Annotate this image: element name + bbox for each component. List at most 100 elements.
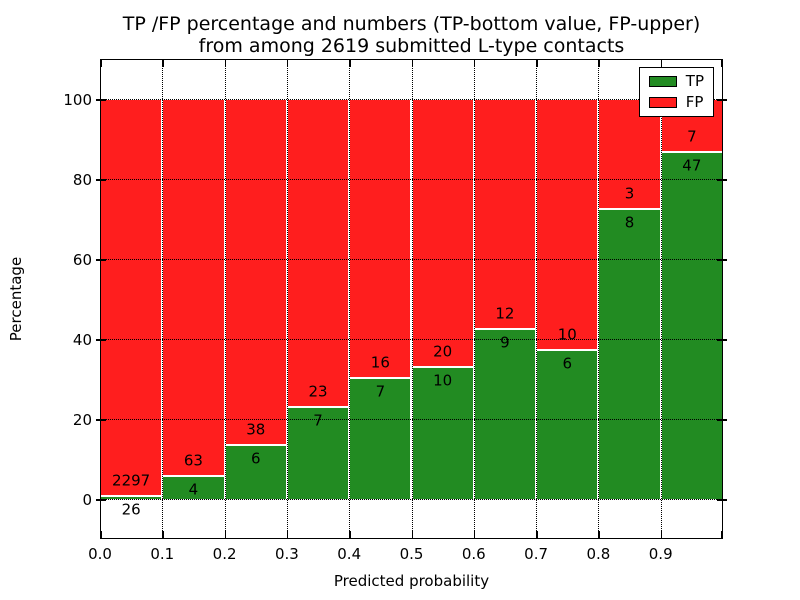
x-tick-mark <box>598 59 600 67</box>
x-axis-label: Predicted probability <box>333 572 490 590</box>
y-tick-mark <box>717 419 727 421</box>
fp-bar-segment <box>536 99 599 349</box>
x-tick-label: 0.1 <box>150 545 175 563</box>
chart-title: TP /FP percentage and numbers (TP-bottom… <box>100 13 723 57</box>
vertical-gridline <box>286 59 288 539</box>
x-tick-mark <box>286 531 289 539</box>
y-tick-mark <box>96 179 106 181</box>
x-tick-mark <box>162 59 164 67</box>
x-tick-mark <box>411 531 413 539</box>
y-tick-mark <box>717 499 727 501</box>
vertical-gridline <box>349 59 351 539</box>
y-tick-mark <box>96 259 106 261</box>
y-tick-label: 0 <box>82 491 92 509</box>
tp-bar-segment <box>660 150 723 499</box>
fp-count-label: 3 <box>624 184 635 203</box>
x-tick-mark <box>100 531 102 539</box>
fp-count-label: 63 <box>183 451 203 470</box>
x-tick-label: 0.8 <box>586 545 611 563</box>
vertical-gridline <box>598 59 600 539</box>
fp-count-label: 16 <box>370 353 390 372</box>
vertical-gridline <box>660 59 662 539</box>
x-tick-label: 0.2 <box>212 545 237 563</box>
x-tick-mark <box>100 59 102 67</box>
fp-count-label: 12 <box>495 304 515 323</box>
legend: TP FP <box>638 67 714 117</box>
tp-bar-segment <box>473 327 537 499</box>
vertical-gridline <box>473 59 475 539</box>
y-tick-label: 60 <box>72 251 92 269</box>
x-tick-mark <box>536 59 538 67</box>
y-tick-label: 40 <box>72 331 92 349</box>
x-tick-mark <box>473 531 476 539</box>
tp-bar-segment <box>536 349 599 499</box>
x-tick-mark <box>660 531 663 539</box>
x-tick-mark <box>721 531 723 539</box>
fp-bar-segment <box>349 99 412 378</box>
y-tick-label: 100 <box>63 91 92 109</box>
horizontal-gridline <box>100 179 723 180</box>
x-tick-mark <box>660 59 663 67</box>
fp-bar-segment <box>473 99 537 328</box>
legend-label-fp: FP <box>685 93 704 111</box>
x-tick-mark <box>721 59 723 67</box>
x-tick-label: 0.7 <box>524 545 549 563</box>
tp-count-label: 10 <box>433 371 453 390</box>
fp-count-label: 23 <box>308 382 328 401</box>
y-tick-label: 80 <box>72 171 92 189</box>
tp-count-label: 47 <box>682 156 702 175</box>
vertical-gridline <box>162 59 164 539</box>
legend-swatch-fp-icon <box>648 97 677 108</box>
x-tick-mark <box>224 531 227 539</box>
y-tick-mark <box>717 179 727 181</box>
x-tick-label: 0.0 <box>88 545 112 563</box>
chart-title-line-1: TP /FP percentage and numbers (TP-bottom… <box>122 13 701 35</box>
tp-bar-segment <box>349 377 412 499</box>
legend-entry-fp: FP <box>648 93 704 111</box>
tp-count-label: 9 <box>500 333 510 352</box>
fp-count-label: 38 <box>246 420 266 439</box>
vertical-gridline <box>411 59 413 539</box>
horizontal-gridline <box>100 339 723 340</box>
tp-bar-segment <box>224 444 287 499</box>
y-tick-mark <box>717 99 727 101</box>
x-tick-mark <box>473 59 476 67</box>
x-tick-mark <box>536 531 538 539</box>
x-tick-mark <box>598 531 600 539</box>
fp-bar-segment <box>598 99 661 209</box>
x-tick-label: 0.4 <box>337 545 362 563</box>
y-tick-mark <box>96 99 106 101</box>
vertical-gridline <box>224 59 226 539</box>
x-tick-label: 0.3 <box>274 545 299 563</box>
fp-count-label: 7 <box>687 127 697 146</box>
x-tick-mark <box>349 59 351 67</box>
x-tick-mark <box>286 59 289 67</box>
y-tick-mark <box>96 339 106 341</box>
chart-title-line-2: from among 2619 submitted L-type contact… <box>198 35 625 57</box>
tp-count-label: 4 <box>188 480 199 499</box>
tp-bar-segment <box>411 365 474 499</box>
legend-label-tp: TP <box>685 72 704 90</box>
fp-count-label: 2297 <box>112 471 151 490</box>
x-tick-label: 0.9 <box>648 545 673 563</box>
tp-count-label: 8 <box>624 213 635 232</box>
tp-count-label: 26 <box>121 500 141 519</box>
fp-count-label: 20 <box>433 342 453 361</box>
x-tick-mark <box>224 59 227 67</box>
x-tick-mark <box>162 531 164 539</box>
y-tick-mark <box>96 419 106 421</box>
fp-bar-segment <box>411 99 474 366</box>
tp-count-label: 6 <box>562 354 573 373</box>
tp-count-label: 6 <box>250 449 261 468</box>
tp-bar-segment <box>598 208 661 499</box>
tp-count-label: 7 <box>375 382 386 401</box>
horizontal-gridline <box>100 99 723 100</box>
fp-bar-segment <box>100 99 163 495</box>
fp-bar-segment <box>224 99 287 445</box>
fp-bar-segment <box>286 99 350 406</box>
legend-swatch-tp-icon <box>648 76 677 87</box>
plot-area: 2297 26 63 4 38 6 23 7 16 7 20 10 12 9 10 6 3 8 7 47 TP FP <box>96 59 727 539</box>
y-tick-mark <box>717 339 727 341</box>
horizontal-gridline <box>100 259 723 260</box>
